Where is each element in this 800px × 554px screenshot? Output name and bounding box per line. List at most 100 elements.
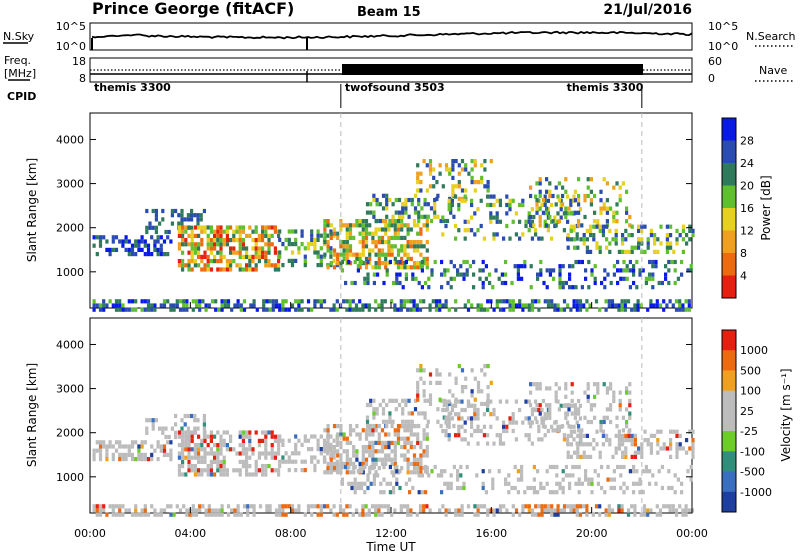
heatmap-cell xyxy=(516,276,520,281)
heatmap-cell xyxy=(556,504,560,509)
heatmap-cell xyxy=(156,444,160,449)
heatmap-cell xyxy=(633,442,637,447)
heatmap-cell xyxy=(310,447,314,452)
heatmap-cell xyxy=(457,184,461,189)
heatmap-cell xyxy=(564,206,568,211)
heatmap-cell xyxy=(213,229,217,234)
heatmap-cell xyxy=(658,303,663,308)
heatmap-cell xyxy=(323,440,327,445)
heatmap-cell xyxy=(546,198,550,203)
heatmap-cell xyxy=(143,504,147,509)
heatmap-cell xyxy=(284,307,288,312)
heatmap-cell xyxy=(361,512,365,517)
heatmap-cell xyxy=(463,303,467,308)
heatmap-cell xyxy=(449,259,453,265)
heatmap-cell xyxy=(326,466,330,471)
heatmap-cell xyxy=(562,433,566,438)
heatmap-cell xyxy=(489,412,493,417)
heatmap-cell xyxy=(600,485,604,491)
heatmap-cell xyxy=(186,426,190,431)
heatmap-cell xyxy=(127,307,131,312)
heatmap-cell xyxy=(450,202,454,208)
heatmap-cell xyxy=(385,214,389,219)
heatmap-cell xyxy=(145,225,149,230)
heatmap-cell xyxy=(388,218,392,224)
heatmap-cell xyxy=(598,228,602,233)
heatmap-cell xyxy=(416,440,420,445)
heatmap-cell xyxy=(457,228,461,233)
heatmap-cell xyxy=(238,263,242,268)
heatmap-cell xyxy=(462,259,466,265)
heatmap-cell xyxy=(329,246,333,251)
heatmap-cell xyxy=(416,261,420,266)
heatmap-cell xyxy=(319,254,323,259)
heatmap-cell xyxy=(332,258,336,263)
heatmap-cell xyxy=(355,432,359,437)
heatmap-cell xyxy=(364,227,369,232)
heatmap-cell xyxy=(457,196,461,201)
heatmap-cell xyxy=(241,443,245,448)
heatmap-cell xyxy=(410,197,414,203)
heatmap-cell xyxy=(220,299,224,304)
heatmap-cell xyxy=(505,424,509,429)
heatmap-cell xyxy=(151,422,155,427)
heatmap-cell xyxy=(470,159,474,164)
heatmap-cell xyxy=(633,438,637,443)
heatmap-cell xyxy=(377,235,381,240)
heatmap-cell xyxy=(667,268,671,273)
heatmap-cell xyxy=(416,240,420,245)
heatmap-cell xyxy=(532,223,536,228)
heatmap-cell xyxy=(689,268,693,273)
heatmap-cell xyxy=(440,469,444,474)
heatmap-cell xyxy=(277,447,281,452)
heatmap-cell xyxy=(400,227,404,232)
heatmap-cell xyxy=(589,189,593,194)
heatmap-cell xyxy=(413,407,418,412)
heatmap-cell xyxy=(412,223,417,228)
heatmap-cell xyxy=(238,267,242,272)
heatmap-cell xyxy=(197,472,201,477)
heatmap-cell xyxy=(543,202,547,208)
heatmap-cell xyxy=(372,197,376,203)
heatmap-cell xyxy=(691,429,695,434)
colorbar-swatch xyxy=(722,118,736,141)
heatmap-cell xyxy=(573,198,577,203)
heatmap-cell xyxy=(535,198,539,203)
heatmap-cell xyxy=(406,244,410,249)
heatmap-cell xyxy=(593,280,597,286)
heatmap-cell xyxy=(394,407,398,412)
heatmap-cell xyxy=(277,472,281,477)
heatmap-cell xyxy=(232,447,236,452)
heatmap-cell xyxy=(185,508,189,513)
heatmap-cell xyxy=(102,235,106,240)
heatmap-cell xyxy=(425,265,429,270)
heatmap-cell xyxy=(541,398,545,404)
heatmap-cell xyxy=(540,416,544,421)
heatmap-cell xyxy=(618,398,622,404)
heatmap-cell xyxy=(164,229,168,235)
heatmap-cell xyxy=(416,244,420,249)
heatmap-cell xyxy=(486,433,490,438)
heatmap-cell xyxy=(460,385,465,390)
heatmap-cell xyxy=(489,299,493,304)
heatmap-cell xyxy=(681,237,685,242)
heatmap-cell xyxy=(632,490,636,495)
heatmap-cell xyxy=(500,280,504,286)
heatmap-cell xyxy=(156,457,160,462)
heatmap-cell xyxy=(124,235,128,240)
heatmap-cell xyxy=(365,419,370,424)
heatmap-cell xyxy=(214,307,218,312)
heatmap-cell xyxy=(559,403,563,408)
heatmap-cell xyxy=(209,472,213,477)
heatmap-cell xyxy=(422,261,426,266)
heatmap-cell xyxy=(261,238,265,243)
heatmap-cell xyxy=(177,455,181,460)
heatmap-cell xyxy=(646,442,650,447)
heatmap-cell xyxy=(190,464,194,469)
heatmap-cell xyxy=(194,299,199,304)
heatmap-cell xyxy=(511,428,515,434)
heatmap-cell xyxy=(264,229,268,234)
heatmap-cell xyxy=(265,299,269,304)
heatmap-cell xyxy=(578,504,583,509)
heatmap-cell xyxy=(665,249,669,254)
